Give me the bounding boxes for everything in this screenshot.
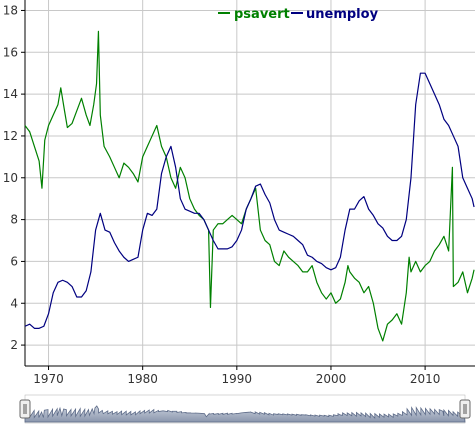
range-handle-right[interactable]	[459, 399, 471, 419]
x-axis-ticks: 1970 1980 1990 2000 2010	[33, 366, 440, 386]
x-tick-label: 1970	[33, 372, 64, 386]
grid	[25, 0, 475, 366]
y-tick-label: 16	[3, 45, 18, 59]
y-tick-label: 10	[3, 171, 18, 185]
series-line-unemploy	[24, 72, 475, 329]
y-tick-label: 4	[10, 296, 18, 310]
y-tick-label: 18	[3, 3, 18, 17]
y-tick-label: 2	[10, 338, 18, 352]
y-axis-ticks: 2 4 6 8 10 12 14 16 18	[3, 3, 25, 352]
range-handle-left[interactable]	[19, 399, 31, 419]
legend-label-unemploy: unemploy	[306, 7, 379, 22]
y-tick-label: 12	[3, 129, 18, 143]
series-lines	[24, 30, 475, 342]
x-tick-label: 1980	[127, 372, 158, 386]
range-selector[interactable]	[19, 394, 471, 424]
legend: psavert unemploy	[218, 7, 379, 22]
x-tick-label: 1990	[222, 372, 253, 386]
legend-label-psavert: psavert	[234, 7, 290, 22]
series-line-psavert	[24, 30, 475, 342]
y-tick-label: 14	[3, 87, 18, 101]
y-tick-label: 6	[10, 254, 18, 268]
x-tick-label: 2000	[316, 372, 347, 386]
range-selector-minichart	[24, 405, 466, 423]
x-tick-label: 2010	[410, 372, 441, 386]
y-tick-label: 8	[10, 213, 18, 227]
